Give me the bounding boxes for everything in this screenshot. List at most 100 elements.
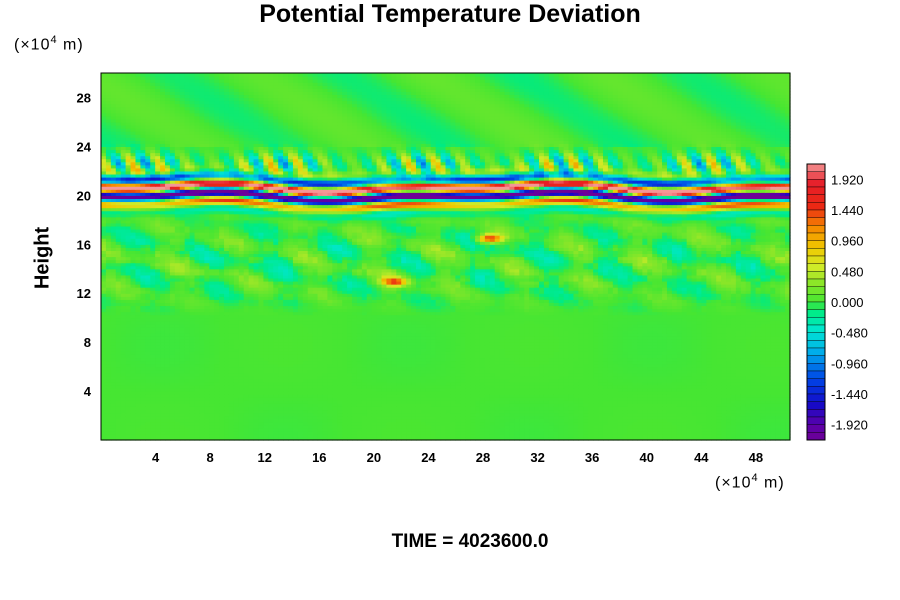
heatmap-cell bbox=[297, 421, 304, 426]
heatmap-cell bbox=[356, 409, 363, 414]
heatmap-cell bbox=[233, 375, 240, 380]
heatmap-cell bbox=[583, 345, 589, 349]
heatmap-cell bbox=[258, 397, 265, 401]
heatmap-cell bbox=[248, 424, 255, 429]
heatmap-cell bbox=[701, 381, 707, 386]
heatmap-cell bbox=[268, 418, 274, 423]
heatmap-cell bbox=[534, 403, 540, 407]
heatmap-cell bbox=[489, 372, 496, 377]
heatmap-cell bbox=[740, 406, 747, 411]
heatmap-cell bbox=[716, 345, 722, 349]
heatmap-cell bbox=[765, 394, 771, 398]
heatmap-cell bbox=[578, 421, 584, 426]
heatmap-cell bbox=[396, 430, 402, 435]
heatmap-cell bbox=[465, 421, 471, 426]
heatmap-cell bbox=[391, 433, 397, 438]
heatmap-cell bbox=[548, 345, 555, 349]
heatmap-cell bbox=[721, 415, 727, 420]
heatmap-cell bbox=[617, 421, 624, 426]
heatmap-cell bbox=[489, 400, 496, 404]
heatmap-cell bbox=[204, 418, 210, 423]
heatmap-cell bbox=[519, 378, 525, 383]
heatmap-cell bbox=[347, 412, 353, 417]
heatmap-cell bbox=[164, 400, 171, 404]
heatmap-cell bbox=[701, 403, 707, 407]
heatmap-cell bbox=[115, 409, 122, 414]
heatmap-cell bbox=[406, 406, 412, 411]
heatmap-cell bbox=[292, 372, 299, 377]
heatmap-cell bbox=[593, 433, 599, 438]
heatmap-cell bbox=[681, 433, 688, 438]
heatmap-cell bbox=[160, 433, 166, 438]
heatmap-cell bbox=[347, 409, 353, 414]
heatmap-cell bbox=[726, 345, 732, 349]
heatmap-cell bbox=[238, 400, 245, 404]
heatmap-cell bbox=[164, 354, 171, 359]
heatmap-cell bbox=[706, 384, 712, 389]
heatmap-cell bbox=[425, 366, 432, 371]
heatmap-cell bbox=[135, 378, 141, 383]
heatmap-cell bbox=[539, 412, 545, 417]
heatmap-cell bbox=[228, 406, 235, 411]
heatmap-cell bbox=[588, 366, 594, 371]
heatmap-cell bbox=[307, 409, 314, 414]
heatmap-cell bbox=[612, 348, 619, 352]
heatmap-cell bbox=[588, 351, 594, 355]
heatmap-cell bbox=[297, 366, 304, 371]
heatmap-cell bbox=[770, 412, 776, 417]
heatmap-cell bbox=[342, 348, 348, 352]
heatmap-cell bbox=[745, 403, 752, 407]
heatmap-cell bbox=[204, 363, 210, 368]
heatmap-cell bbox=[450, 421, 456, 426]
heatmap-cell bbox=[327, 400, 333, 404]
heatmap-cell bbox=[475, 406, 481, 411]
heatmap-cell bbox=[529, 381, 535, 386]
heatmap-cell bbox=[406, 391, 412, 395]
heatmap-cell bbox=[189, 409, 196, 414]
heatmap-cell bbox=[602, 372, 609, 377]
heatmap-cell bbox=[160, 412, 166, 417]
heatmap-cell bbox=[578, 381, 584, 386]
heatmap-cell bbox=[228, 351, 235, 355]
heatmap-cell bbox=[140, 406, 146, 411]
heatmap-cell bbox=[465, 381, 471, 386]
heatmap-cell bbox=[657, 363, 663, 368]
heatmap-cell bbox=[548, 433, 555, 438]
heatmap-cell bbox=[283, 369, 289, 374]
heatmap-cell bbox=[361, 378, 368, 383]
heatmap-cell bbox=[543, 369, 550, 374]
heatmap-cell bbox=[588, 363, 594, 368]
heatmap-cell bbox=[401, 348, 407, 352]
heatmap-cell bbox=[169, 384, 176, 389]
heatmap-cell bbox=[563, 369, 570, 374]
heatmap-cell bbox=[140, 339, 146, 343]
heatmap-cell bbox=[101, 412, 107, 417]
heatmap-cell bbox=[150, 406, 156, 411]
heatmap-cell bbox=[371, 366, 378, 371]
heatmap-cell bbox=[415, 372, 422, 377]
heatmap-cell bbox=[189, 366, 196, 371]
heatmap-cell bbox=[248, 384, 255, 389]
heatmap-cell bbox=[273, 430, 279, 435]
heatmap-cell bbox=[706, 378, 712, 383]
heatmap-cell bbox=[194, 433, 201, 438]
heatmap-cell bbox=[666, 409, 673, 414]
heatmap-cell bbox=[706, 424, 712, 429]
heatmap-cell bbox=[543, 394, 550, 398]
heatmap-cell bbox=[578, 403, 584, 407]
heatmap-cell bbox=[524, 421, 530, 426]
heatmap-cell bbox=[297, 388, 304, 392]
heatmap-cell bbox=[130, 342, 137, 346]
heatmap-cell bbox=[612, 369, 619, 374]
heatmap-cell bbox=[563, 421, 570, 426]
heatmap-cell bbox=[278, 412, 284, 417]
heatmap-cell bbox=[411, 366, 417, 371]
heatmap-cell bbox=[292, 436, 299, 441]
heatmap-cell bbox=[539, 351, 545, 355]
heatmap-cell bbox=[652, 421, 658, 426]
heatmap-cell bbox=[770, 345, 776, 349]
heatmap-cell bbox=[598, 424, 604, 429]
heatmap-cell bbox=[125, 400, 132, 404]
heatmap-cell bbox=[484, 357, 491, 362]
heatmap-cell bbox=[391, 424, 397, 429]
